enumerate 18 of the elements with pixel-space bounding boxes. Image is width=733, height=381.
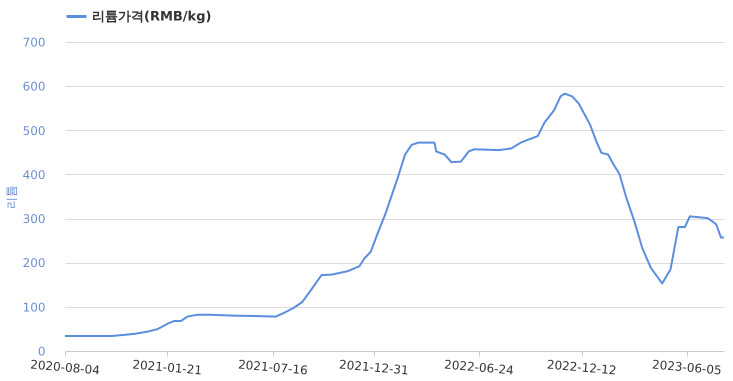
x-tick-label: 2021-07-16 bbox=[238, 357, 308, 378]
x-tick-label: 2020-08-04 bbox=[30, 357, 100, 378]
y-tick-label: 300 bbox=[22, 212, 46, 226]
line-series bbox=[64, 92, 725, 337]
y-tick-label: 400 bbox=[22, 168, 46, 182]
y-tick-label: 200 bbox=[22, 256, 46, 270]
y-axis-title: 리튬 bbox=[4, 185, 19, 209]
y-tick-label: 700 bbox=[22, 36, 46, 50]
x-tick-label: 2022-06-24 bbox=[444, 357, 514, 378]
y-tick-label: 600 bbox=[22, 80, 46, 94]
x-tick-label: 2021-12-31 bbox=[338, 357, 410, 378]
x-tick-label: 2023-06-05 bbox=[651, 357, 722, 378]
x-tick-label: 2021-01-21 bbox=[132, 357, 203, 378]
y-tick-label: 500 bbox=[22, 124, 46, 138]
y-tick-label: 100 bbox=[22, 300, 46, 314]
y-tick-label: 0 bbox=[38, 344, 46, 358]
x-tick-label: 2022-12-12 bbox=[546, 357, 618, 378]
legend-label: 리튬가격(RMB/kg) bbox=[92, 10, 212, 24]
